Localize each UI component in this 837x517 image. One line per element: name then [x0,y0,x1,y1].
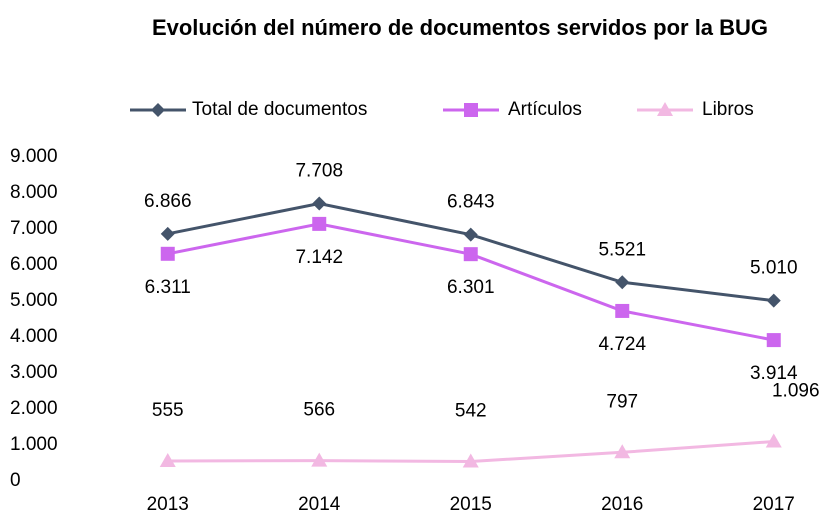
y-tick-label: 7.000 [10,218,58,239]
point-marker [765,433,782,448]
y-tick-label: 8.000 [10,182,58,203]
x-tick-label: 2013 [147,494,189,515]
point-marker [615,303,630,318]
data-label: 6.301 [447,277,495,298]
y-tick-label: 6.000 [10,254,58,275]
data-label: 555 [152,400,184,421]
point-marker [766,333,781,348]
x-tick-label: 2017 [753,494,795,515]
point-marker [160,226,175,241]
y-tick-label: 4.000 [10,326,58,347]
x-tick-label: 2014 [298,494,341,515]
data-label: 7.708 [295,161,343,182]
point-marker [766,293,781,308]
y-tick-label: 1.000 [10,434,58,455]
data-label: 566 [303,400,335,421]
x-tick-label: 2015 [450,494,492,515]
data-label: 6.311 [145,277,191,298]
x-tick-label: 2016 [601,494,643,515]
data-label: 797 [606,391,638,412]
point-marker [614,444,631,459]
data-label: 542 [455,401,487,422]
point-marker [311,452,328,467]
point-marker [312,216,327,231]
data-label: 1.096 [772,381,820,402]
y-tick-label: 0 [10,470,21,491]
data-label: 7.142 [295,247,343,268]
data-label: 6.866 [144,191,192,212]
y-tick-label: 9.000 [10,146,58,167]
legend-marker [151,103,165,117]
point-marker [463,247,478,262]
legend-label: Artículos [508,99,582,120]
legend-marker [464,103,478,117]
point-marker [615,275,630,290]
y-tick-label: 2.000 [10,398,58,419]
data-label: 4.724 [598,334,646,355]
data-label: 3.914 [750,363,798,384]
legend-label: Libros [702,99,754,120]
y-tick-label: 3.000 [10,362,58,383]
data-label: 6.843 [447,192,495,213]
data-label: 5.521 [598,239,646,260]
point-marker [160,246,175,261]
legend-marker [657,102,673,116]
point-marker [312,196,327,211]
data-label: 5.010 [750,258,798,279]
point-marker [462,453,479,468]
legend-label: Total de documentos [192,99,367,120]
point-marker [159,453,176,468]
point-marker [463,227,478,242]
chart-title: Evolución del número de documentos servi… [151,15,769,40]
y-tick-label: 5.000 [10,290,58,311]
